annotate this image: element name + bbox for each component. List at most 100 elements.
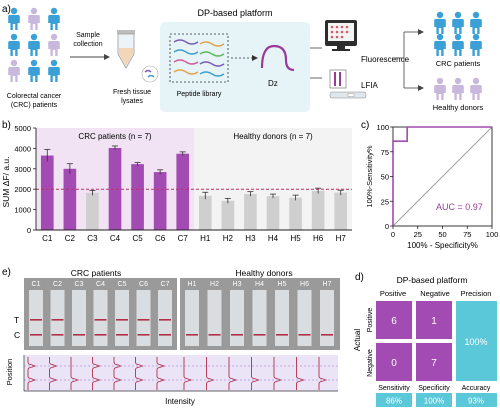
control-line-C5 — [116, 334, 128, 336]
y-tick-3000: 3000 — [14, 165, 31, 174]
lfia-label: LFIA — [361, 81, 379, 90]
bar-C4 — [108, 147, 122, 230]
person-icon — [48, 33, 60, 56]
x-tick-C6: C6 — [155, 234, 166, 243]
strip-H1 — [185, 290, 199, 346]
bar-C2 — [63, 168, 77, 230]
strip-H3 — [230, 290, 244, 346]
row-negative-label: Negative — [367, 349, 374, 377]
specificity-value: 100% — [424, 397, 444, 406]
intensity-profile-C2 — [49, 357, 58, 390]
strip-label-H6: H6 — [300, 281, 309, 288]
x-tick-H7: H7 — [336, 234, 347, 243]
intensity-profile-H1 — [183, 357, 193, 390]
roc-x-tick-0: 0 — [391, 230, 395, 239]
strip-H4 — [252, 290, 267, 346]
strip-label-C4: C4 — [96, 281, 105, 288]
y-tick-4000: 4000 — [14, 144, 31, 153]
test-line-C6 — [137, 319, 150, 321]
profile-band — [24, 355, 338, 391]
row-positive-label: Positive — [367, 308, 374, 333]
panel-d: d) DP-based platform Positive Negative P… — [353, 272, 497, 407]
strip-label-H1: H1 — [188, 281, 197, 288]
accuracy-label: Accuracy — [462, 385, 491, 392]
strip-label-C5: C5 — [118, 281, 127, 288]
t-line-label: T — [14, 315, 19, 325]
lfia-icon — [329, 69, 367, 99]
cell-true-positive — [376, 301, 412, 339]
specificity-cell — [416, 393, 452, 407]
x-tick-C5: C5 — [132, 234, 143, 243]
tube-icon — [117, 30, 159, 83]
strip-label-C7: C7 — [161, 281, 170, 288]
sample-collection-label-2: collection — [73, 41, 102, 48]
sensitivity-label: Sensitivity — [378, 385, 410, 392]
person-icon — [28, 33, 40, 56]
bar-H5 — [289, 197, 302, 230]
panel-b-label: b) — [2, 120, 11, 131]
strip-H6 — [297, 290, 312, 346]
intensity-profile-C4 — [92, 357, 101, 390]
strip-H5 — [275, 290, 289, 346]
test-line-C7 — [159, 319, 171, 321]
bar-C5 — [131, 164, 144, 230]
person-icon — [8, 33, 20, 56]
panel-c: c) 0 25 50 75 100 0 25 50 75 100 AUC = 0.97 100% … — [361, 120, 498, 250]
patient-icons — [8, 7, 60, 82]
person-icon — [48, 59, 60, 82]
bar-H7 — [334, 192, 348, 230]
x-tick-C3: C3 — [87, 234, 98, 243]
strip-label-H7: H7 — [323, 281, 332, 288]
roc-xlabel: 100% - Specificity% — [407, 241, 478, 250]
bar-H1 — [198, 195, 212, 230]
lysate-label-2: lysates — [121, 98, 143, 105]
roc-ylabel: 100%-Sensitivity% — [365, 145, 374, 207]
auc-label: AUC = 0.97 — [436, 202, 483, 212]
dz-structure-icon — [260, 44, 295, 72]
actual-label: Actual — [353, 329, 362, 351]
fluorescence-label: Fluorescence — [361, 55, 410, 64]
control-line-H7 — [321, 334, 333, 336]
panel-a-label: a) — [2, 4, 11, 15]
x-tick-H6: H6 — [313, 234, 324, 243]
roc-diagonal — [392, 126, 493, 227]
roc-x-tick-25: 25 — [414, 230, 422, 239]
crc-output-icons — [434, 11, 482, 56]
control-line-H5 — [276, 334, 288, 336]
bar-H2 — [221, 200, 235, 230]
platform-title: DP-based platform — [197, 8, 272, 18]
cell-false-positive — [376, 343, 412, 381]
peptide-library-label: Peptide library — [177, 91, 222, 98]
control-line-H1 — [186, 334, 198, 336]
intensity-profile-C5 — [113, 357, 123, 390]
test-line-C5 — [116, 319, 128, 321]
cell-tp-value: 6 — [391, 316, 397, 327]
cell-tn-value: 7 — [431, 358, 437, 369]
panel-e: e) CRC patients Healthy donors T C C1 C2 C… — [2, 267, 340, 406]
roc-x-tick-75: 75 — [463, 230, 471, 239]
cell-fn-value: 1 — [431, 316, 437, 327]
col-negative-label: Negative — [420, 289, 450, 298]
intensity-label: Intensity — [165, 397, 195, 406]
strip-H7 — [320, 290, 334, 346]
healthy-output-label: Healthy donors — [433, 103, 484, 112]
strip-label-C1: C1 — [32, 281, 41, 288]
intensity-profile-C3 — [70, 357, 80, 390]
healthy-group-label: Healthy donors (n = 7) — [233, 132, 313, 141]
c-line-label: C — [14, 330, 20, 340]
panel-a: a) Colorectal cancer (CRC) patients Samp… — [2, 4, 483, 112]
panel-d-label: d) — [355, 272, 364, 283]
bar-C7 — [176, 153, 190, 230]
strip-H2 — [207, 290, 222, 346]
person-icon — [28, 59, 40, 82]
cell-false-negative — [416, 301, 452, 339]
col-positive-label: Positive — [380, 289, 406, 298]
x-tick-C4: C4 — [110, 234, 121, 243]
roc-y-tick-50: 50 — [381, 173, 389, 182]
x-tick-C7: C7 — [178, 234, 189, 243]
roc-y-tick-0: 0 — [385, 222, 389, 231]
y-tick-0: 0 — [27, 226, 31, 235]
strip-C4 — [93, 290, 108, 346]
control-line-H3 — [231, 334, 243, 336]
